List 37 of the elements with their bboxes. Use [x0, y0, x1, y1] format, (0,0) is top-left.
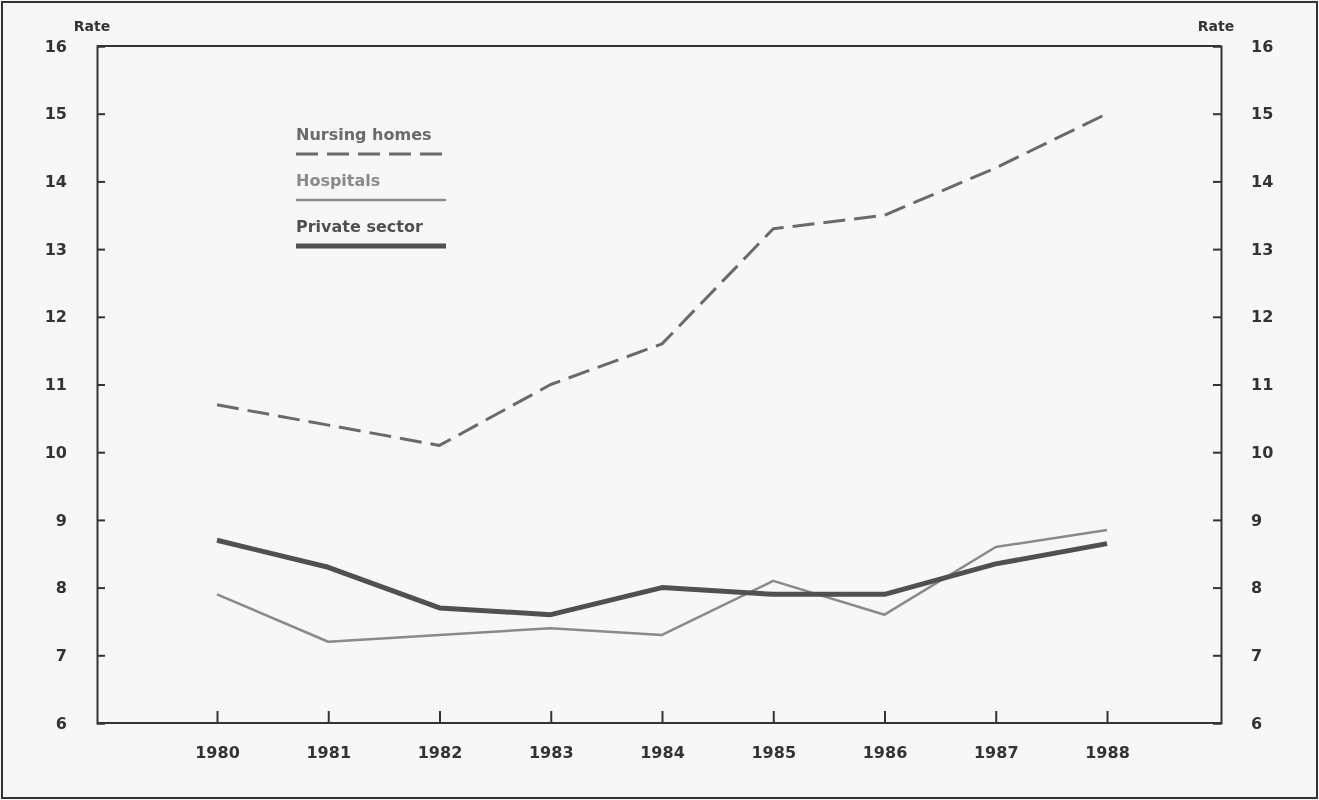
y-tick-label: 9	[55, 510, 67, 530]
y-tick-label: 7	[55, 645, 67, 665]
y2-axis-title: Rate	[1197, 18, 1235, 34]
y2-tick-label: 15	[1251, 104, 1274, 124]
y2-tick-label: 8	[1251, 578, 1263, 598]
x-tick-label: 1981	[306, 743, 352, 763]
x-tick-label: 1987	[973, 743, 1019, 763]
y-tick-label: 15	[44, 104, 67, 124]
y-tick-label: 10	[44, 442, 67, 462]
y-tick-label: 14	[44, 172, 67, 192]
y2-tick-label: 14	[1251, 172, 1274, 192]
x-tick-label: 1986	[862, 743, 908, 763]
y-tick-label: 6	[55, 713, 67, 733]
x-tick-label: 1982	[417, 743, 463, 763]
y2-tick-label: 6	[1251, 713, 1263, 733]
x-tick-label: 1985	[751, 743, 797, 763]
text: Hospitals	[296, 171, 381, 190]
y2-tick-label: 7	[1251, 645, 1263, 665]
y-tick-label: 11	[44, 375, 67, 395]
y-tick-label: 13	[44, 239, 67, 259]
text: Nursing homes	[296, 125, 432, 144]
y2-tick-label: 16	[1251, 36, 1274, 56]
x-tick-label: 1988	[1085, 743, 1130, 763]
x-tick-label: 1984	[640, 743, 685, 763]
y2-tick-label: 11	[1251, 375, 1274, 395]
y-tick-label: 16	[44, 36, 67, 56]
y-tick-label: 8	[55, 578, 67, 598]
x-tick-label: 1980	[195, 743, 240, 763]
y2-tick-label: 9	[1251, 510, 1263, 530]
y-tick-label: 12	[44, 307, 67, 327]
x-tick-label: 1983	[528, 743, 574, 763]
y2-tick-label: 10	[1251, 442, 1274, 462]
y-axis-title: Rate	[73, 18, 111, 34]
y2-tick-label: 13	[1251, 239, 1274, 259]
line-series	[215, 528, 1109, 644]
y2-tick-label: 12	[1251, 307, 1274, 327]
text: Private sector	[296, 217, 423, 236]
